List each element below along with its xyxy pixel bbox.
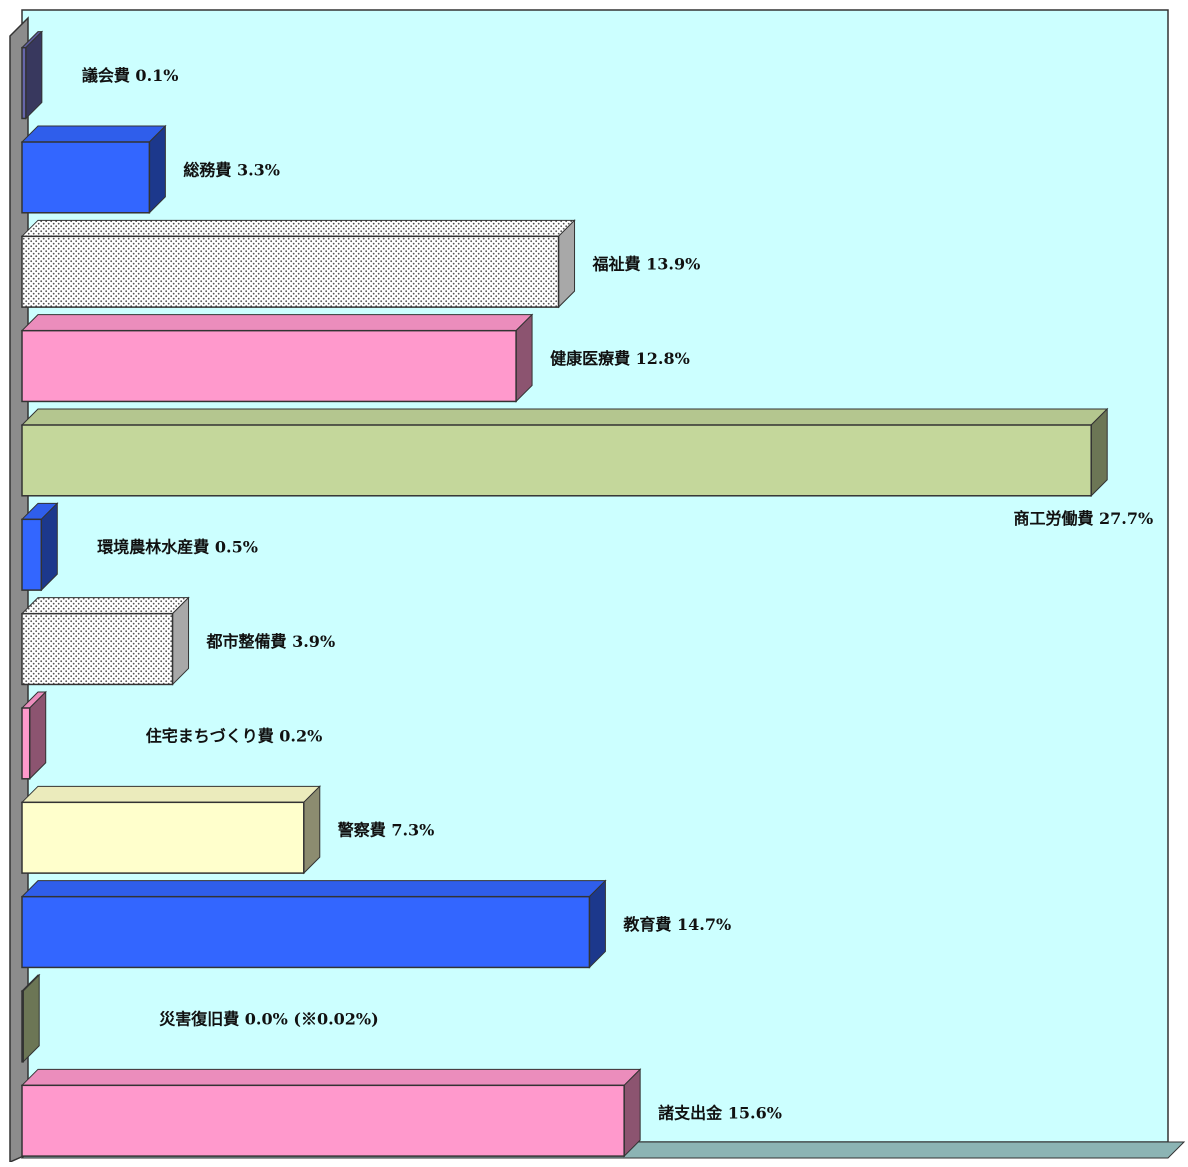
- bar-8: [20, 785, 321, 875]
- bar-side-face: [558, 219, 576, 309]
- bar-front-face: [21, 707, 31, 780]
- bar-side-face: [303, 785, 321, 875]
- bar-side-face: [25, 30, 43, 120]
- bar-label-7: 住宅まちづくり費 0.2%: [146, 726, 323, 745]
- bar-side-face: [1090, 407, 1108, 497]
- bar-4: [20, 407, 1109, 497]
- bar-side-face: [172, 596, 190, 686]
- bar-3: [20, 313, 534, 403]
- bar-label-4: 商工労働費 27.7%: [1013, 509, 1153, 528]
- bar-6: [20, 596, 190, 686]
- bar-label-5: 環境農林水産費 0.5%: [97, 538, 258, 557]
- bar-front-face: [21, 235, 560, 308]
- bar-side-face: [148, 124, 166, 214]
- bar-labels-group: 議会費 0.1% 総務費 3.3% 福祉費 13.9% 健康医療費 12.8% 商工労働…: [82, 66, 1153, 1123]
- bar-top-face: [20, 314, 534, 332]
- bar-front-face: [21, 1084, 625, 1157]
- bar-label-1: 総務費 3.3%: [183, 160, 280, 179]
- bar-label-0: 議会費 0.1%: [82, 66, 179, 85]
- bar-side-face: [623, 1068, 641, 1158]
- bar-front-face: [21, 612, 174, 686]
- bar-front-face: [21, 141, 151, 214]
- bar-7: [20, 690, 47, 780]
- bar-label-3: 健康医療費 12.8%: [550, 349, 690, 368]
- bar-top-face: [20, 785, 321, 803]
- bar-5: [20, 502, 59, 592]
- bar-0: [20, 30, 44, 120]
- bar-front-face: [21, 895, 591, 969]
- bar-1: [20, 124, 167, 214]
- bar-front-face: [21, 801, 305, 874]
- bar-front-face: [21, 46, 27, 120]
- bar-side-face: [22, 973, 40, 1063]
- bar-10: [20, 973, 41, 1063]
- bar-top-face: [20, 408, 1109, 426]
- bar-side-face: [515, 313, 533, 403]
- bar-side-face: [588, 879, 606, 969]
- bar-label-9: 教育費 14.7%: [623, 915, 731, 934]
- bar-9: [20, 879, 607, 969]
- bar-label-10: 災害復旧費 0.0% (※0.02%): [159, 1009, 379, 1028]
- bar-11: [20, 1068, 642, 1158]
- plot-walls: [9, 9, 1186, 1164]
- bar-top-face: [20, 597, 190, 615]
- bar-top-face: [20, 880, 607, 898]
- bar-2: [20, 219, 576, 309]
- bar-side-face: [29, 690, 47, 780]
- plot-background: [21, 9, 1169, 1143]
- bar-label-11: 諸支出金 15.6%: [658, 1104, 782, 1123]
- bar-top-face: [20, 125, 167, 143]
- bar-front-face: [21, 329, 517, 403]
- bar-label-6: 都市整備費 3.9%: [206, 632, 336, 651]
- bar-front-face: [21, 424, 1092, 497]
- bar-top-face: [20, 219, 576, 237]
- bar-label-8: 警察費 7.3%: [337, 821, 435, 840]
- bar-top-face: [20, 1068, 642, 1086]
- bar-label-2: 福祉費 13.9%: [592, 255, 701, 274]
- bars-group: [20, 30, 1109, 1158]
- bar-side-face: [40, 502, 58, 592]
- bar-front-face: [21, 518, 43, 591]
- bar-front-face: [21, 990, 24, 1063]
